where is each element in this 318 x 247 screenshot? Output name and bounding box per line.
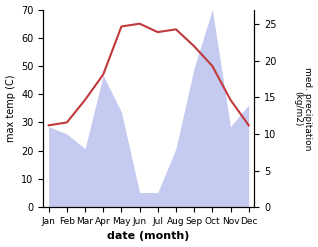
X-axis label: date (month): date (month)	[107, 231, 190, 242]
Y-axis label: max temp (C): max temp (C)	[5, 75, 16, 142]
Y-axis label: med. precipitation
(kg/m2): med. precipitation (kg/m2)	[293, 67, 313, 150]
